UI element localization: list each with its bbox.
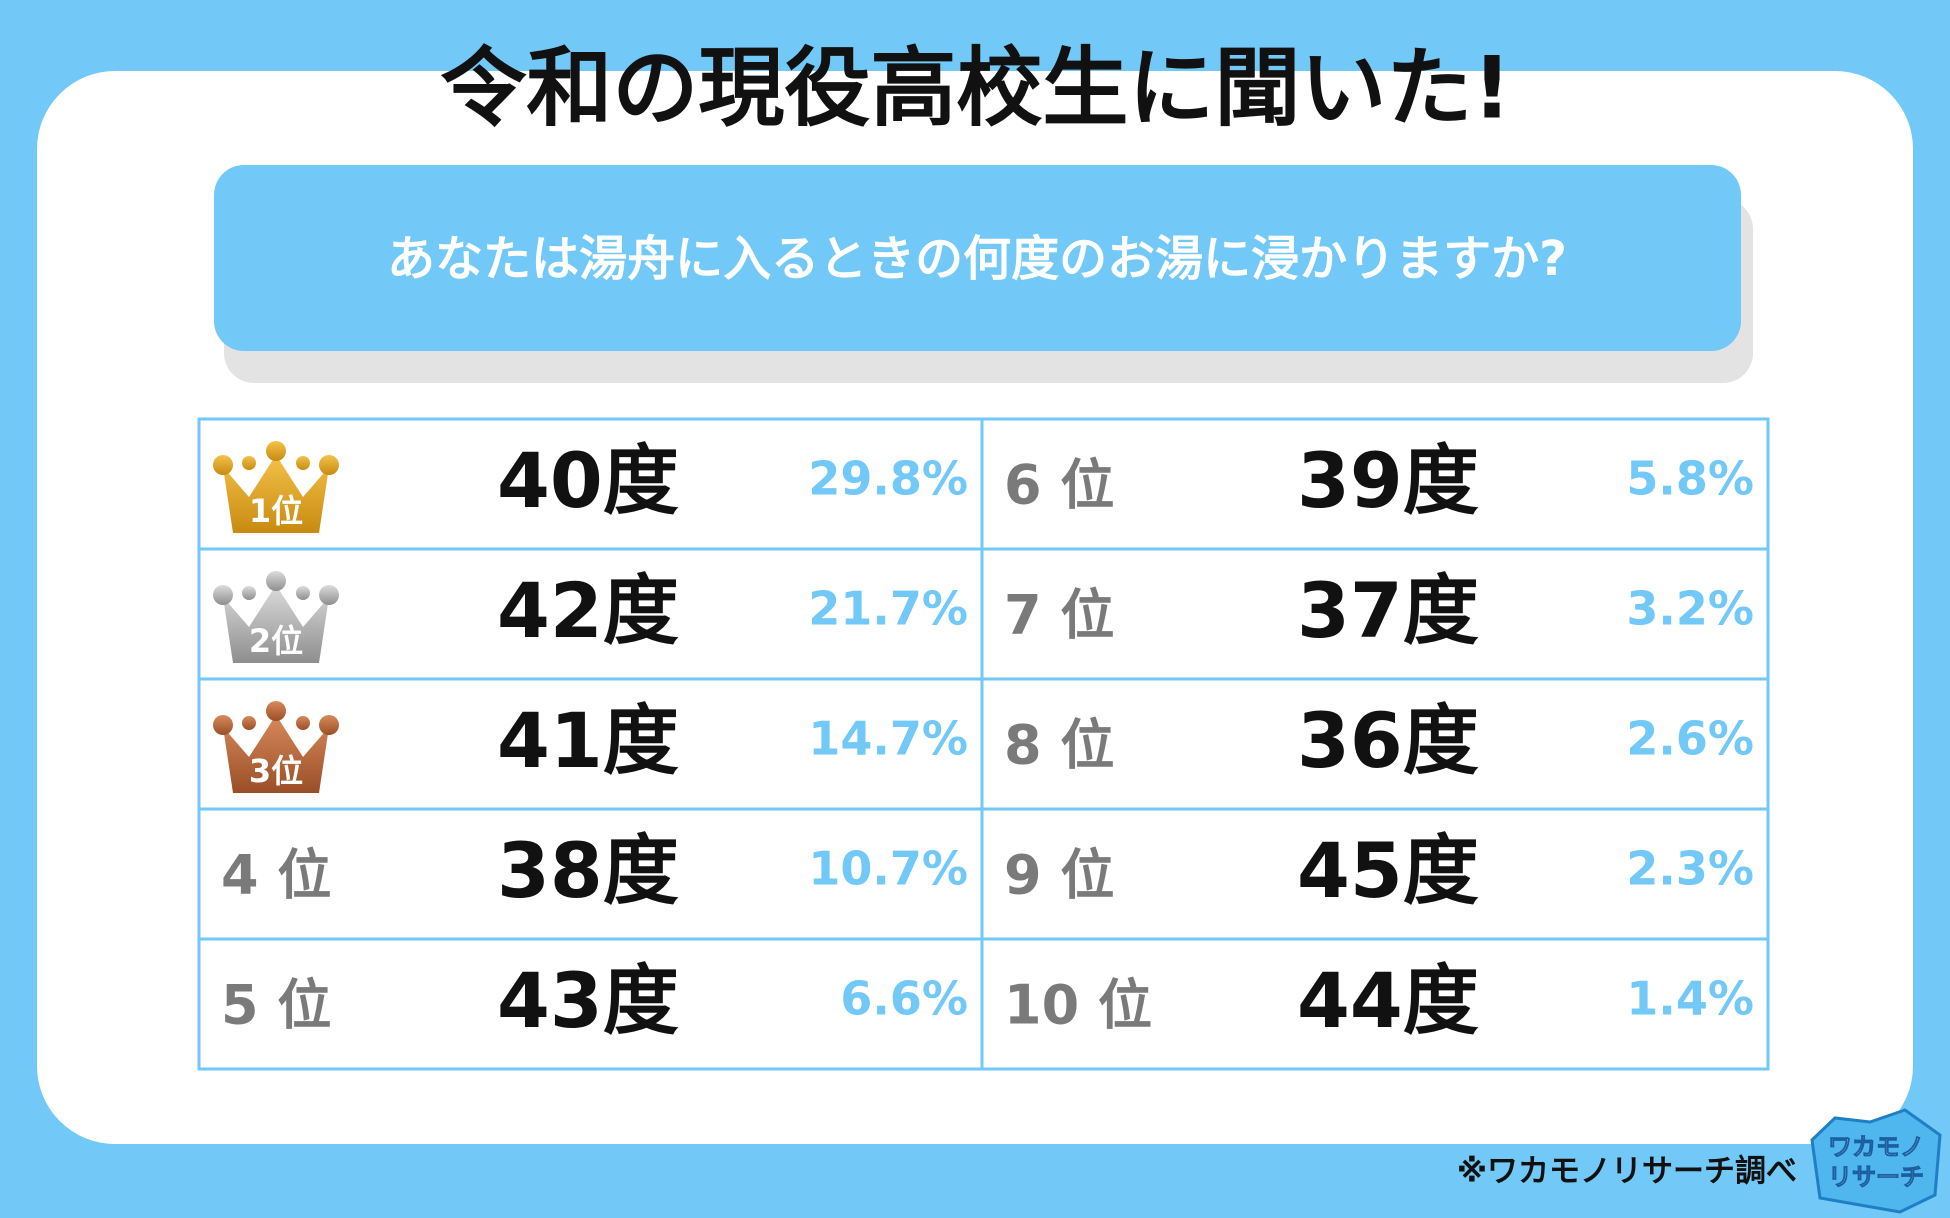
question: あなたは湯舟に入るときの何度のお湯に浸かりますか? (387, 231, 1567, 287)
percent: 1.4% (1626, 972, 1754, 1026)
answer: 36度 (1297, 696, 1479, 785)
crown-ball (213, 585, 233, 605)
crown-rank: 2位 (249, 622, 303, 660)
ranking-table: 1位 40度 29.8% 2位 42度 21.7% 3位 41度 14.7% 4 位 38度 10.7… (197, 417, 1770, 1071)
percent: 5.8% (1626, 452, 1754, 506)
rank: 10 位 (1004, 974, 1152, 1037)
crown-ball (296, 716, 310, 730)
crown-ball (319, 715, 339, 735)
crown-ball (319, 455, 339, 475)
percent: 21.7% (808, 582, 968, 636)
crown-ball (242, 716, 256, 730)
crown-ball (213, 455, 233, 475)
crown-ball (242, 586, 256, 600)
percent: 6.6% (840, 972, 968, 1026)
rank: 5 位 (221, 974, 331, 1037)
crown-rank: 3位 (249, 752, 303, 790)
logo-badge (1810, 1108, 1942, 1214)
answer: 43度 (497, 956, 679, 1045)
crown-shape (223, 455, 329, 533)
answer: 37度 (1297, 566, 1479, 655)
crown-ball (266, 441, 286, 461)
percent: 2.3% (1626, 842, 1754, 896)
table-cell (980, 937, 1770, 1071)
source: ※ワカモノリサーチ調べ (1457, 1154, 1797, 1190)
logo-text: リサーチ (1828, 1163, 1924, 1191)
percent: 14.7% (808, 712, 968, 766)
question-box (214, 165, 1741, 351)
percent: 29.8% (808, 452, 968, 506)
percent: 2.6% (1626, 712, 1754, 766)
crown-ball (296, 586, 310, 600)
percent: 3.2% (1626, 582, 1754, 636)
answer: 44度 (1297, 956, 1479, 1045)
crown-shape (223, 715, 329, 793)
rank: 6 位 (1004, 454, 1114, 517)
crown-ball (242, 456, 256, 470)
crown: 2位 (213, 571, 339, 663)
percent: 10.7% (808, 842, 968, 896)
crown-ball (319, 585, 339, 605)
crown: 3位 (213, 701, 339, 793)
answer: 42度 (497, 566, 679, 655)
rank: 7 位 (1004, 584, 1114, 647)
crown-rank: 1位 (249, 492, 303, 530)
answer: 41度 (497, 696, 679, 785)
logo-text: ワカモノ (1828, 1133, 1924, 1161)
crown-ball (266, 571, 286, 591)
rank: 4 位 (221, 844, 331, 907)
crown-ball (296, 456, 310, 470)
crown-ball (266, 701, 286, 721)
crown-ball (213, 715, 233, 735)
rank: 9 位 (1004, 844, 1114, 907)
answer: 45度 (1297, 826, 1479, 915)
title: 令和の現役高校生に聞いた! (440, 38, 1511, 138)
crown: 1位 (213, 441, 339, 533)
logo: ワカモノ リサーチ (1810, 1108, 1942, 1214)
crown-shape (223, 585, 329, 663)
answer: 39度 (1297, 436, 1479, 525)
rank: 8 位 (1004, 714, 1114, 777)
answer: 38度 (497, 826, 679, 915)
answer: 40度 (497, 436, 679, 525)
